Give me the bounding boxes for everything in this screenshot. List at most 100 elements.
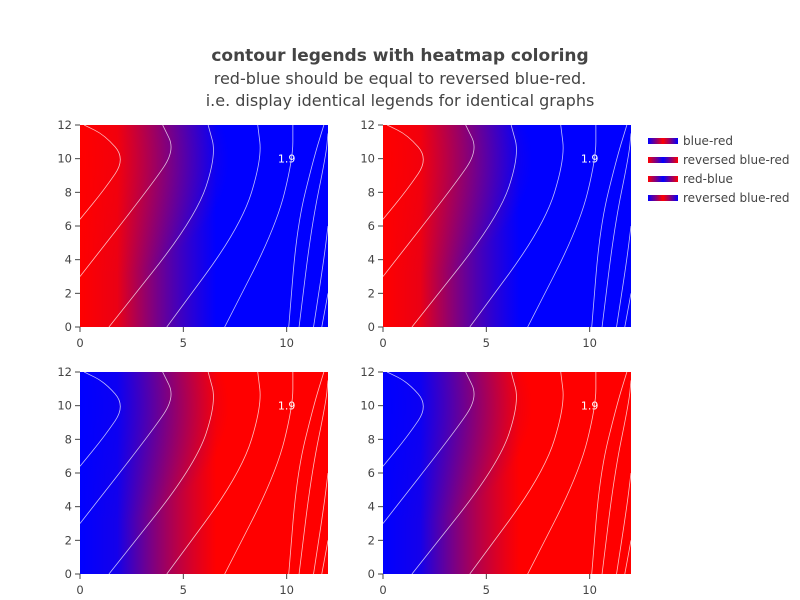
contour-line bbox=[527, 372, 597, 574]
contour-line bbox=[108, 372, 214, 574]
contour-line bbox=[80, 372, 121, 467]
legend-label: reversed blue-red bbox=[683, 190, 790, 205]
chart-title-block: contour legends with heatmap coloring re… bbox=[0, 44, 800, 112]
chart-subtitle-line-1: red-blue should be equal to reversed blu… bbox=[213, 69, 587, 88]
contour-line bbox=[383, 372, 424, 467]
legend-swatch bbox=[648, 175, 678, 182]
subplot-2: 1.9 0 5 10 0 2 4 6 8 10 12 bbox=[360, 118, 631, 350]
x-tick-label: 5 bbox=[180, 336, 187, 350]
x-tick-label: 10 bbox=[582, 336, 597, 350]
contour-line bbox=[527, 125, 597, 327]
y-tick-label: 8 bbox=[65, 432, 72, 446]
contour-lines bbox=[80, 125, 328, 327]
contour-label: 1.9 bbox=[278, 153, 296, 166]
contour-label: 1.9 bbox=[278, 400, 296, 413]
y-tick-label: 0 bbox=[368, 320, 375, 334]
x-tick-label: 10 bbox=[582, 583, 597, 597]
contour-line bbox=[298, 380, 328, 574]
contour-line bbox=[601, 380, 631, 574]
contour-line bbox=[321, 293, 328, 327]
y-tick-label: 10 bbox=[360, 399, 375, 413]
contour-line bbox=[224, 125, 294, 327]
legend-label: blue-red bbox=[683, 133, 733, 148]
y-tick-label: 12 bbox=[57, 118, 72, 132]
contour-line bbox=[80, 125, 172, 277]
x-tick-label: 0 bbox=[76, 583, 83, 597]
y-tick-label: 6 bbox=[368, 219, 375, 233]
contour-line bbox=[624, 540, 631, 574]
y-tick-label: 12 bbox=[360, 118, 375, 132]
contour-line bbox=[288, 372, 325, 574]
y-tick-label: 2 bbox=[65, 286, 72, 300]
subplot-4: 1.9 0 5 10 0 2 4 6 8 10 12 bbox=[360, 365, 631, 597]
y-tick-label: 6 bbox=[368, 466, 375, 480]
legend: blue-red reversed blue-red red-blue reverse… bbox=[648, 131, 789, 207]
contour-line bbox=[313, 225, 328, 327]
contour-line bbox=[383, 125, 424, 220]
y-tick-label: 8 bbox=[368, 432, 375, 446]
heatmap-hotspot bbox=[80, 125, 328, 327]
y-tick-label: 2 bbox=[368, 286, 375, 300]
y-tick-label: 8 bbox=[368, 185, 375, 199]
contour-lines bbox=[80, 372, 328, 574]
x-tick-label: 0 bbox=[379, 336, 386, 350]
contour-lines bbox=[383, 372, 631, 574]
contour-label: 1.9 bbox=[581, 400, 599, 413]
heatmap-hotspot bbox=[80, 372, 328, 574]
heatmap-hotspot bbox=[383, 372, 631, 574]
y-tick-label: 2 bbox=[65, 533, 72, 547]
x-tick-label: 5 bbox=[483, 583, 490, 597]
x-tick-label: 5 bbox=[483, 336, 490, 350]
y-tick-label: 12 bbox=[360, 365, 375, 379]
y-tick-label: 4 bbox=[65, 253, 72, 267]
x-tick-label: 0 bbox=[379, 583, 386, 597]
chart-subtitle-line-2: i.e. display identical legends for ident… bbox=[205, 91, 595, 110]
legend-item[interactable]: red-blue bbox=[648, 169, 789, 188]
legend-item[interactable]: blue-red bbox=[648, 131, 789, 150]
legend-item[interactable]: reversed blue-red bbox=[648, 188, 789, 207]
contour-line bbox=[166, 125, 261, 327]
subplot-3: 1.9 0 5 10 0 2 4 6 8 10 12 bbox=[57, 365, 328, 597]
contour-line bbox=[383, 125, 475, 277]
contour-line bbox=[591, 125, 628, 327]
contour-line bbox=[80, 372, 172, 524]
contour-line bbox=[469, 372, 564, 574]
contour-line bbox=[411, 372, 517, 574]
y-tick-label: 2 bbox=[368, 533, 375, 547]
y-tick-label: 10 bbox=[57, 152, 72, 166]
contour-line bbox=[383, 372, 475, 524]
contour-line bbox=[224, 372, 294, 574]
legend-swatch bbox=[648, 137, 678, 144]
subplot-1: 1.9 0 5 10 0 2 4 6 8 10 12 bbox=[57, 118, 328, 350]
contour-line bbox=[108, 125, 214, 327]
y-tick-label: 8 bbox=[65, 185, 72, 199]
contour-line bbox=[313, 472, 328, 574]
y-tick-label: 4 bbox=[368, 500, 375, 514]
legend-label: red-blue bbox=[683, 171, 733, 186]
contour-lines bbox=[383, 125, 631, 327]
y-tick-label: 0 bbox=[368, 567, 375, 581]
y-tick-label: 0 bbox=[65, 567, 72, 581]
x-tick-label: 10 bbox=[279, 583, 294, 597]
x-tick-label: 5 bbox=[180, 583, 187, 597]
contour-line bbox=[591, 372, 628, 574]
y-tick-label: 6 bbox=[65, 219, 72, 233]
y-tick-label: 6 bbox=[65, 466, 72, 480]
y-tick-label: 12 bbox=[57, 365, 72, 379]
contour-line bbox=[166, 372, 261, 574]
y-tick-label: 0 bbox=[65, 320, 72, 334]
y-tick-label: 10 bbox=[360, 152, 375, 166]
contour-line bbox=[298, 133, 328, 327]
legend-swatch bbox=[648, 194, 678, 201]
contour-line bbox=[469, 125, 564, 327]
chart-title: contour legends with heatmap coloring bbox=[211, 46, 589, 66]
contour-line bbox=[616, 225, 631, 327]
contour-line bbox=[288, 125, 325, 327]
x-tick-label: 0 bbox=[76, 336, 83, 350]
contour-line bbox=[624, 293, 631, 327]
legend-item[interactable]: reversed blue-red bbox=[648, 150, 789, 169]
legend-label: reversed blue-red bbox=[683, 152, 790, 167]
contour-line bbox=[616, 472, 631, 574]
contour-line bbox=[80, 125, 121, 220]
